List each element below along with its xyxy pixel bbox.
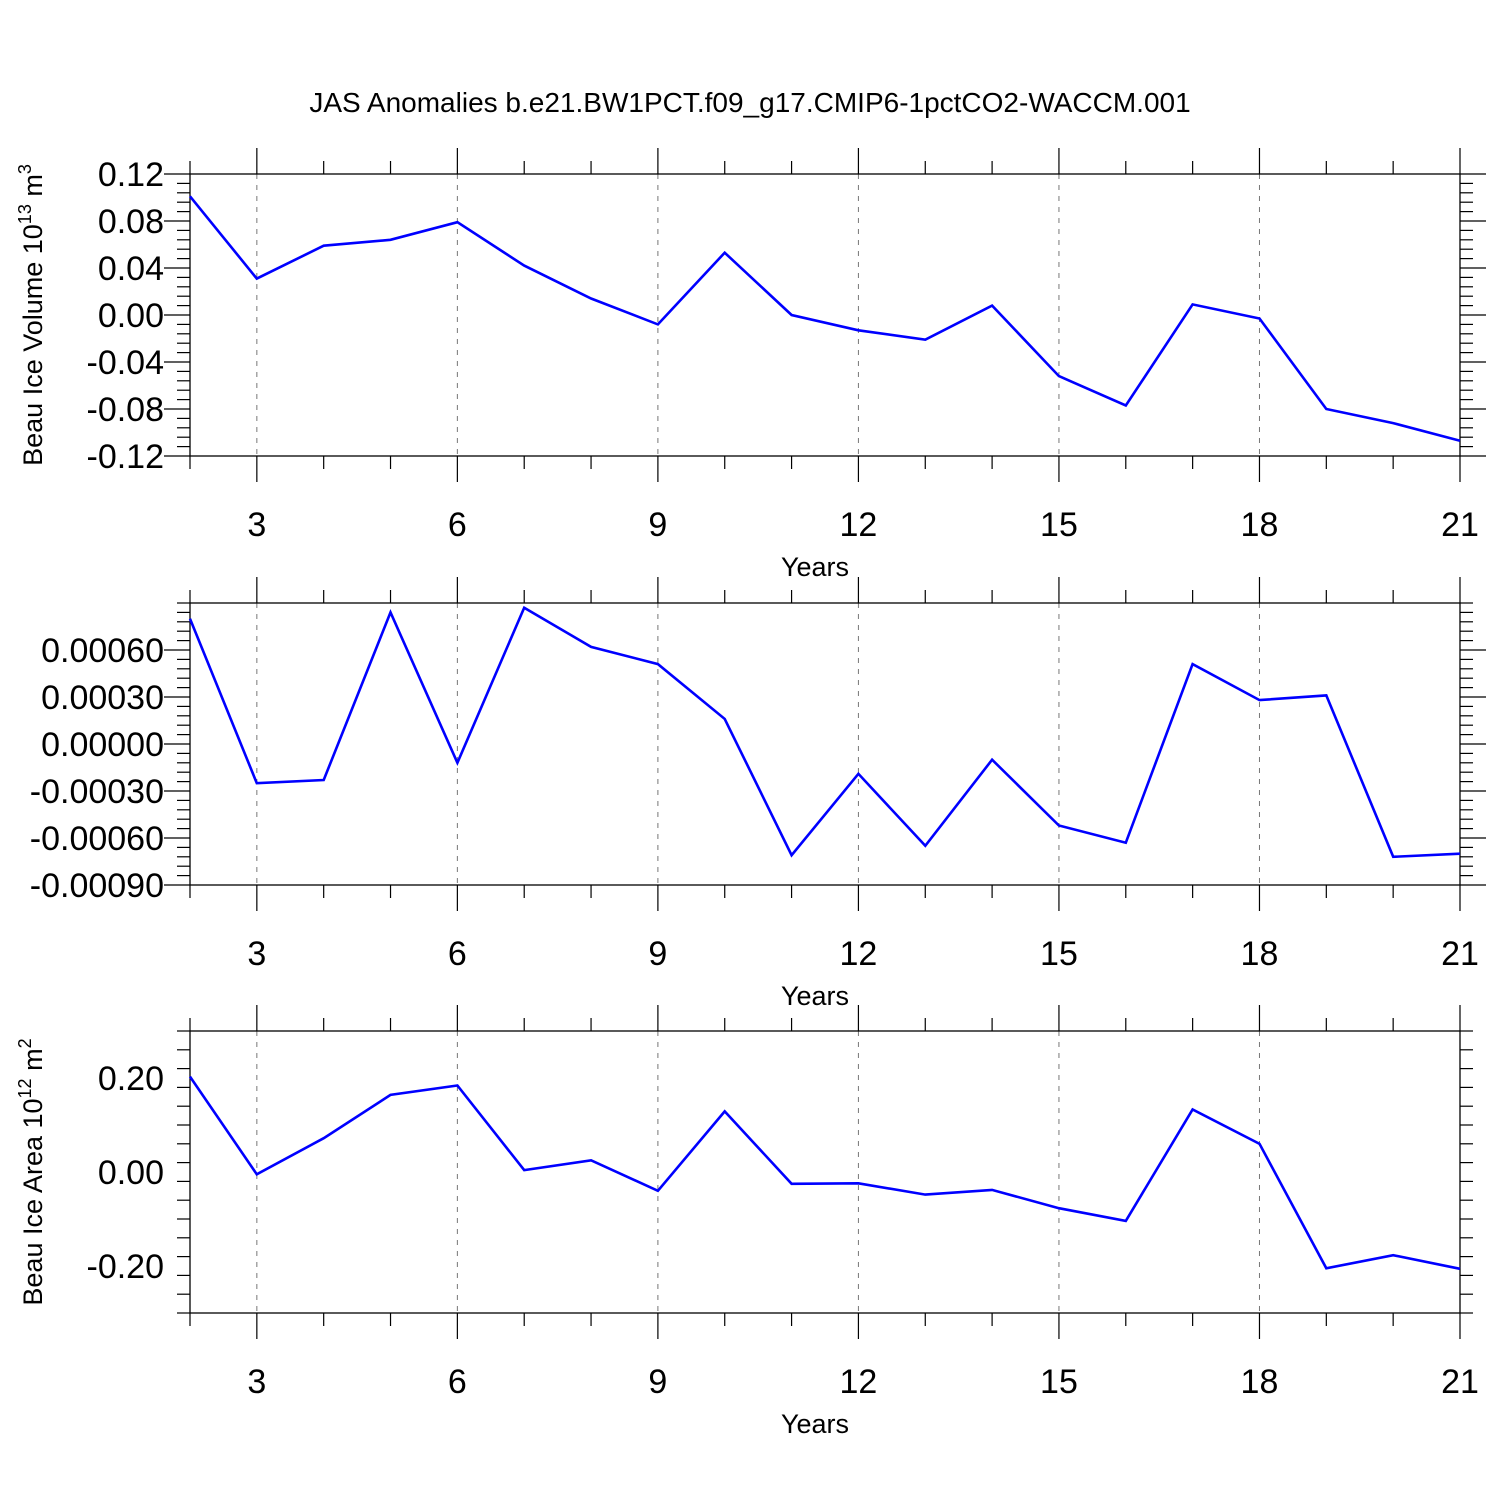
x-tick-label: 6 xyxy=(448,1363,467,1401)
panels: 3 6 9 12 15 18 21 Years 0.12 0.08 0.04 0.00 -0.04 -0.… xyxy=(15,148,1486,1439)
x-tick-label: 9 xyxy=(648,506,667,544)
y-axis-label: Beau Ice Volume 1013 m3 xyxy=(15,164,48,466)
x-tick-label: 6 xyxy=(448,506,467,544)
y-axis-label-text: Beau Ice Area 10 xyxy=(18,1098,48,1305)
x-tick-label: 9 xyxy=(648,1363,667,1401)
plot-frame xyxy=(189,173,1461,457)
y-axis-label: Beau Ice Area 1012 m2 xyxy=(15,1038,48,1305)
x-tick-label: 12 xyxy=(840,1363,878,1401)
x-tick-label: 18 xyxy=(1241,935,1279,973)
y-tick-label: -0.04 xyxy=(87,344,165,382)
y-axis-label-text: Beau Ice Volume 10 xyxy=(18,224,48,466)
plot-frame xyxy=(189,1030,1461,1314)
y-axis-label-exponent: 12 xyxy=(15,1078,35,1098)
x-tick-label: 12 xyxy=(840,935,878,973)
y-axis-label-unit-exponent: 3 xyxy=(15,164,35,174)
panel-1: 3 6 9 12 15 18 21 Years 0.12 0.08 0.04 0.00 -0.04 -0.… xyxy=(15,148,1486,582)
x-tick-label: 9 xyxy=(648,935,667,973)
y-tick-label: -0.20 xyxy=(87,1248,165,1286)
figure-title: JAS Anomalies b.e21.BW1PCT.f09_g17.CMIP6… xyxy=(309,87,1190,118)
x-tick-label: 18 xyxy=(1241,1363,1279,1401)
y-tick-label: -0.00090 xyxy=(30,867,164,905)
y-tick-label: 0.08 xyxy=(98,203,164,241)
y-tick-label: 0.04 xyxy=(98,250,164,288)
x-tick-label: 12 xyxy=(840,506,878,544)
x-tick-label: 15 xyxy=(1040,506,1078,544)
x-tick-label: 21 xyxy=(1441,506,1479,544)
x-axis-label: Years xyxy=(781,981,849,1011)
y-tick-label: -0.00030 xyxy=(30,773,164,811)
y-tick-label: 0.00060 xyxy=(41,632,164,670)
x-tick-label: 15 xyxy=(1040,935,1078,973)
plot-frame xyxy=(189,602,1461,886)
y-tick-label: 0.00000 xyxy=(41,726,164,764)
panel-3: 3 6 9 12 15 18 21 Years 0.20 0.00 -0.20 Beau Ice Ar… xyxy=(15,1005,1479,1439)
y-tick-label: 0.12 xyxy=(98,156,164,194)
y-tick-label: 0.00 xyxy=(98,297,164,335)
panel-2: 3 6 9 12 15 18 21 Years 0.00060 0.00030 0.00000 -0.… xyxy=(30,577,1486,1011)
y-tick-label: 0.00 xyxy=(98,1154,164,1192)
x-tick-label: 6 xyxy=(448,935,467,973)
series-line xyxy=(188,195,1461,442)
series-line xyxy=(188,1075,1461,1271)
y-axis-label-unit-exponent: 2 xyxy=(15,1038,35,1048)
y-tick-label: -0.00060 xyxy=(30,820,164,858)
x-axis-label: Years xyxy=(781,1409,849,1439)
y-axis-label-unit: m xyxy=(18,174,48,204)
series-line xyxy=(188,605,1461,859)
x-tick-label: 15 xyxy=(1040,1363,1078,1401)
x-tick-label: 18 xyxy=(1241,506,1279,544)
x-tick-label: 3 xyxy=(247,935,266,973)
x-tick-label: 3 xyxy=(247,506,266,544)
x-axis-label: Years xyxy=(781,552,849,582)
y-tick-label: -0.12 xyxy=(87,438,165,476)
y-tick-label: 0.20 xyxy=(98,1060,164,1098)
y-tick-label: 0.00030 xyxy=(41,679,164,717)
y-tick-label: -0.08 xyxy=(87,391,165,429)
x-tick-label: 21 xyxy=(1441,935,1479,973)
x-tick-label: 21 xyxy=(1441,1363,1479,1401)
y-axis-label-unit: m xyxy=(18,1048,48,1078)
y-axis-label-exponent: 13 xyxy=(15,204,35,224)
x-tick-label: 3 xyxy=(247,1363,266,1401)
